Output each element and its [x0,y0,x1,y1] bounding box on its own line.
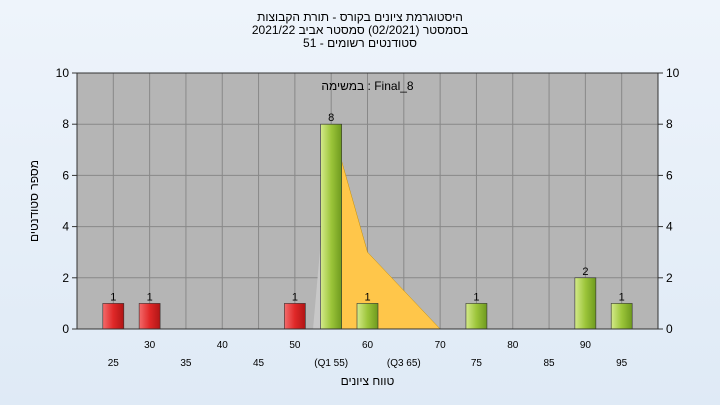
x-tick-label: 30 [144,340,156,351]
x-tick-label: 40 [217,340,229,351]
chart-title: היסטוגרמת ציונים בקורס - תורת הקבוצות [257,10,463,24]
x-tick-label: 35 [180,358,192,369]
plot-frame [76,72,659,330]
bar-value-label-25: 1 [110,291,116,303]
bar-value-label-75: 1 [473,291,479,303]
bar-75 [465,303,488,330]
chart-subtitle-semester: בסמסטר (02/2021) סמסטר אביב 2021/22 [251,23,469,37]
y-tick-label-right: 10 [666,66,680,80]
y-tick-label-left: 6 [62,168,69,182]
x-tick-label: 80 [507,340,519,351]
y-tick-label-right: 2 [666,271,673,285]
bar-value-label-30: 1 [147,291,153,303]
bar-90 [574,277,597,330]
bars: 1 1 1 8 1 1 2 1 [102,112,633,330]
y-tick-label-right: 4 [666,220,673,234]
axes: 0 0 2 2 4 4 6 6 8 8 10 10 25 35 45 (Q1 55) (Q3 65) 75 85 95… [56,66,680,369]
y-tick-label-right: 8 [666,117,673,131]
bar-value-label-90: 2 [582,266,588,278]
x-tick-label: 85 [544,358,556,369]
bar-value-label-95: 1 [619,291,625,303]
y-tick-label-left: 4 [62,220,69,234]
task-annotation: במשימה : Final_8 [321,79,413,93]
y-tick-label-left: 0 [62,322,69,336]
bar-value-label-50: 1 [292,291,298,303]
bar-60 [356,303,379,330]
bar-value-label-60: 1 [364,291,370,303]
x-tick-label: (Q3 65) [387,358,421,369]
bar-30 [138,303,161,330]
x-tick-label: 70 [435,340,447,351]
bar-value-label-55: 8 [328,112,334,124]
x-axis-label: טווח ציונים [341,374,395,388]
bar-25 [102,303,125,330]
y-tick-label-left: 10 [56,66,70,80]
x-tick-label: 50 [289,340,301,351]
x-tick-label: 45 [253,358,265,369]
x-tick-label: 95 [616,358,628,369]
y-tick-label-left: 8 [62,117,69,131]
y-axis-label: מספר סטודנטים [27,160,41,242]
y-tick-label-right: 0 [666,322,673,336]
x-tick-label: 25 [108,358,120,369]
bar-55 [320,123,342,330]
x-tick-label: 60 [362,340,374,351]
x-tick-label: 90 [580,340,592,351]
bar-95 [610,303,633,330]
y-tick-label-right: 6 [666,168,673,182]
bar-50 [284,303,306,330]
y-tick-label-left: 2 [62,271,69,285]
x-tick-label: (Q1 55) [314,358,348,369]
chart-subtitle-enrolled: סטודנטים רשומים - 51 [303,36,417,50]
x-tick-label: 75 [471,358,483,369]
